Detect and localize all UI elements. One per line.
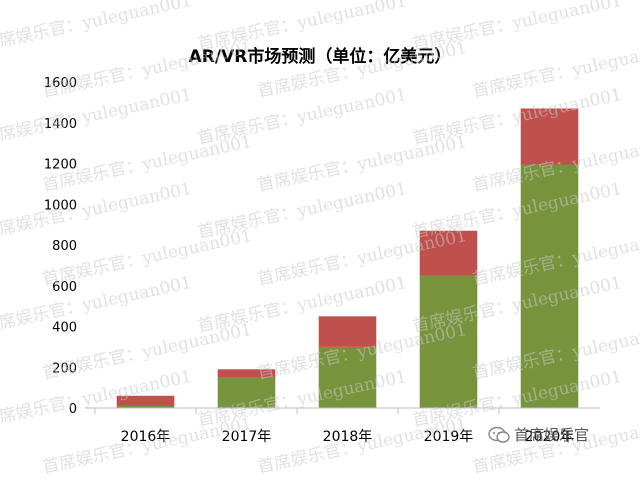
y-tick-label: 0 <box>69 402 77 417</box>
bar-segment-2019年-0 <box>419 275 478 408</box>
logo-text: 首席娱乐官 <box>514 426 590 444</box>
y-tick-label: 800 <box>52 239 77 254</box>
x-axis: 2016年 2017年 2018年 2019年 2020年 <box>85 407 600 445</box>
bar-segment-2018年-0 <box>318 346 377 408</box>
y-tick-label: 400 <box>52 321 77 336</box>
wechat-icon <box>488 426 510 443</box>
y-tick-label: 200 <box>52 361 77 376</box>
x-tick-label: 2020年 <box>525 429 575 445</box>
y-tick-label: 1600 <box>44 76 77 91</box>
bar-segment-2017年-1 <box>217 369 276 378</box>
y-tick-label: 600 <box>52 280 77 295</box>
y-tick-label: 1400 <box>44 117 77 132</box>
bar-segment-2018年-1 <box>318 316 377 347</box>
y-axis: 0 200 400 600 800 1000 1200 1400 1600 <box>44 76 77 417</box>
bar-segment-2020年-0 <box>520 164 579 408</box>
y-tick-label: 1000 <box>44 198 77 213</box>
bar-segment-2016年-0 <box>116 405 175 408</box>
x-tick-label: 2017年 <box>222 429 272 445</box>
bar-segment-2017年-0 <box>217 377 276 408</box>
x-tick-label: 2018年 <box>323 429 373 445</box>
bar-segment-2020年-1 <box>520 108 579 165</box>
bar-segment-2016年-1 <box>116 395 175 406</box>
y-tick-label: 1200 <box>44 158 77 173</box>
x-tick-label: 2016年 <box>121 429 171 445</box>
brand-logo: 首席娱乐官 <box>488 424 589 445</box>
chart-title: AR/VR市场预测（单位：亿美元） <box>189 46 452 67</box>
bars <box>116 108 579 408</box>
x-tick-label: 2019年 <box>424 429 474 445</box>
bar-segment-2019年-1 <box>419 230 478 276</box>
